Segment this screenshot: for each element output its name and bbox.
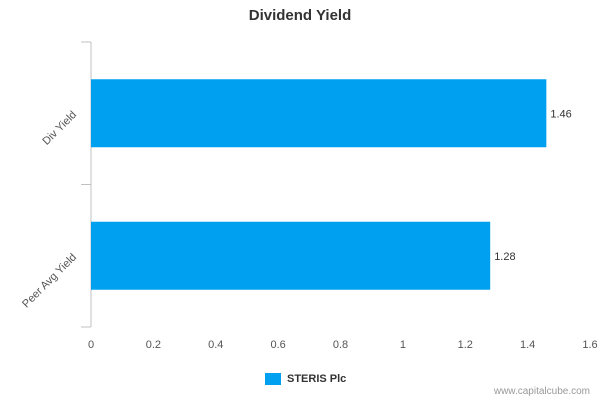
- bar: [91, 79, 547, 148]
- x-tick-label: 0.4: [208, 339, 223, 351]
- bar: [91, 221, 491, 290]
- x-tick-label: 1.2: [458, 339, 473, 351]
- x-tick-label: 1.4: [520, 339, 535, 351]
- x-tick-label: 0.8: [333, 339, 348, 351]
- x-tick-label: 1: [400, 339, 406, 351]
- legend-label: STERIS Plc: [287, 373, 347, 385]
- credit-text: www.capitalcube.com: [493, 386, 590, 397]
- category-label: Peer Avg Yield: [20, 251, 79, 310]
- x-tick-label: 0.6: [270, 339, 285, 351]
- data-label: 1.28: [494, 251, 515, 263]
- legend-swatch: [265, 373, 281, 385]
- legend[interactable]: STERIS Plc: [265, 373, 346, 385]
- x-tick-label: 1.6: [582, 339, 597, 351]
- chart-title: Dividend Yield: [248, 7, 352, 24]
- category-label: Div Yield: [40, 109, 79, 148]
- x-tick-label: 0.2: [146, 339, 161, 351]
- x-tick-label: 0: [88, 339, 94, 351]
- data-label: 1.46: [550, 108, 571, 120]
